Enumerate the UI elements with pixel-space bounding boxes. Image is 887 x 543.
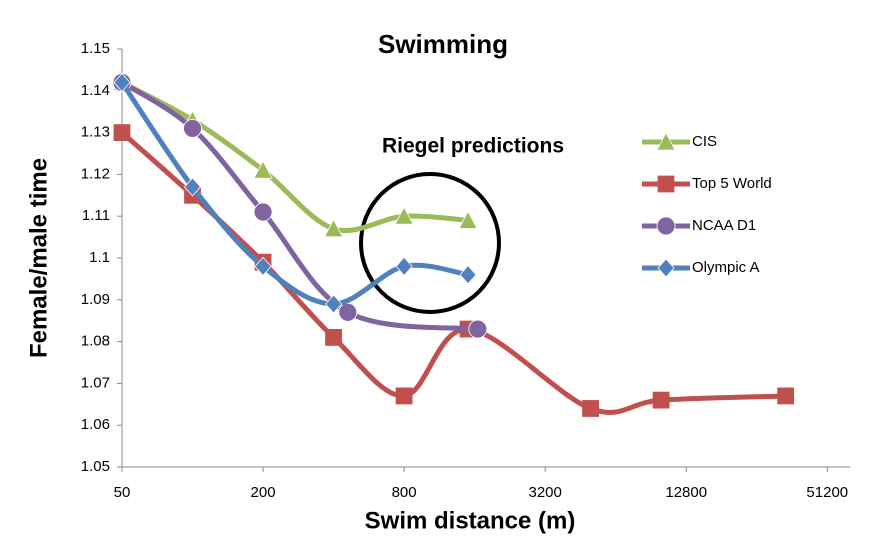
x-tick-label: 800 bbox=[392, 484, 417, 501]
legend-label: NCAA D1 bbox=[692, 217, 756, 234]
legend-marker bbox=[657, 258, 675, 278]
marker bbox=[253, 202, 273, 222]
chart-title: Swimming bbox=[378, 29, 508, 59]
marker bbox=[113, 124, 131, 141]
y-tick-label: 1.15 bbox=[81, 40, 110, 57]
marker bbox=[777, 387, 795, 405]
y-tick-label: 1.12 bbox=[81, 165, 110, 182]
marker bbox=[325, 294, 343, 314]
y-tick-label: 1.14 bbox=[81, 82, 110, 99]
marker bbox=[183, 119, 202, 138]
marker bbox=[459, 265, 477, 285]
y-axis-title: Female/male time bbox=[25, 158, 52, 358]
legend-marker bbox=[656, 132, 676, 151]
marker bbox=[652, 391, 670, 409]
legend-label: Olympic A bbox=[692, 259, 760, 276]
marker bbox=[338, 302, 358, 322]
marker bbox=[325, 329, 342, 346]
legend-marker bbox=[656, 216, 676, 236]
legend-label: CIS bbox=[692, 133, 717, 150]
marker bbox=[323, 218, 344, 238]
marker bbox=[395, 256, 413, 276]
marker bbox=[113, 72, 131, 93]
marker bbox=[458, 210, 478, 229]
x-tick-label: 50 bbox=[114, 484, 131, 501]
x-tick-label: 51200 bbox=[806, 484, 848, 501]
x-axis-title: Swim distance (m) bbox=[365, 507, 576, 534]
y-tick-label: 1.07 bbox=[81, 374, 110, 391]
marker bbox=[254, 256, 272, 276]
legend-label: Top 5 World bbox=[692, 175, 772, 192]
y-tick-label: 1.1 bbox=[89, 249, 110, 266]
marker bbox=[183, 177, 202, 197]
x-tick-label: 3200 bbox=[528, 484, 561, 501]
y-tick-label: 1.09 bbox=[81, 291, 110, 308]
legend-marker bbox=[657, 175, 675, 193]
marker bbox=[468, 319, 488, 339]
y-tick-label: 1.06 bbox=[81, 416, 110, 433]
y-tick-label: 1.08 bbox=[81, 333, 110, 350]
y-tick-label: 1.13 bbox=[81, 124, 110, 141]
x-tick-label: 200 bbox=[251, 484, 276, 501]
marker bbox=[395, 387, 413, 405]
x-tick-label: 12800 bbox=[665, 484, 707, 501]
annotation: Riegel predictions bbox=[382, 135, 564, 158]
marker bbox=[394, 206, 414, 225]
marker bbox=[582, 400, 599, 417]
y-tick-label: 1.05 bbox=[81, 458, 110, 475]
y-tick-label: 1.11 bbox=[82, 207, 110, 224]
annotation-circle bbox=[359, 172, 501, 314]
marker bbox=[253, 160, 273, 179]
